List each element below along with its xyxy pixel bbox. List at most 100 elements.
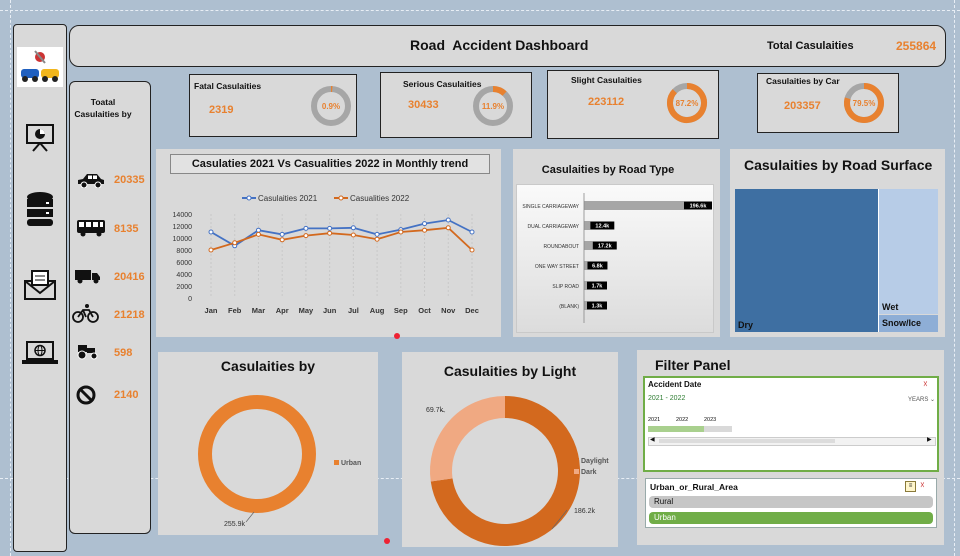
presentation-chart-icon[interactable] xyxy=(24,121,56,158)
x-tick-label: Feb xyxy=(228,306,242,315)
x-tick-label: Jun xyxy=(323,306,337,315)
database-icon[interactable] xyxy=(24,191,56,234)
series-line xyxy=(210,219,473,247)
ring-fill xyxy=(667,83,707,123)
year-label: 2022 xyxy=(676,417,689,423)
treemap-dry[interactable]: Dry xyxy=(735,189,879,332)
treemap-label: Snow/Ice xyxy=(882,318,922,328)
scroll-left-icon[interactable]: ◀ xyxy=(650,437,655,443)
kpi-card-slight: Slight Casulaities 223112 87.2% xyxy=(547,70,719,139)
guide-line xyxy=(10,0,11,556)
timeline-scrollbar[interactable]: ◀ ▶ xyxy=(648,437,936,446)
vehicle-panel-title: Toatal Casulaities by xyxy=(74,97,132,119)
vehicle-value: 8135 xyxy=(114,223,139,235)
data-point xyxy=(303,233,309,239)
x-tick-label: Jan xyxy=(205,306,218,315)
data-label: 255.9k xyxy=(224,521,246,528)
kpi-title: Serious Casulaities xyxy=(403,79,482,89)
mail-icon[interactable] xyxy=(23,269,57,306)
ring-label: 0.9% xyxy=(322,102,340,111)
legend-swatch xyxy=(574,469,579,474)
clear-filter-icon[interactable]: ☓ xyxy=(923,379,928,389)
treemap-label: Dry xyxy=(738,320,754,330)
data-point xyxy=(422,221,428,227)
road-type-chart: Casulaities by Road Type SINGLE CARRIAGE… xyxy=(513,149,720,337)
kpi-card-car: Casulaities by Car 203357 79.5% xyxy=(757,73,899,133)
red-dot xyxy=(394,333,400,339)
data-point xyxy=(327,230,333,236)
kpi-ring: 79.5% xyxy=(844,83,884,123)
x-tick-label: Mar xyxy=(252,306,265,315)
total-value: 255864 xyxy=(896,39,937,53)
vehicle-value: 20416 xyxy=(114,271,145,283)
road-type-plot: SINGLE CARRIAGEWAY 196.6k DUAL CARRIAGEWAY… xyxy=(516,184,714,333)
kpi-title: Fatal Casulaities xyxy=(194,81,262,91)
data-point xyxy=(255,227,261,233)
multi-select-icon[interactable]: ≡ xyxy=(905,481,916,492)
donut-slice xyxy=(430,396,580,546)
y-tick-label: 8000 xyxy=(176,248,192,255)
data-label-box xyxy=(684,201,712,210)
chart-title: Casulaties 2021 Vs Casualities 2022 in M… xyxy=(191,158,469,170)
chart-title: Casulaities by Road Surface xyxy=(744,157,933,173)
data-point xyxy=(327,225,333,231)
data-label-box xyxy=(592,241,617,250)
laptop-globe-icon[interactable] xyxy=(21,339,59,372)
kpi-value: 223112 xyxy=(588,96,625,108)
data-point xyxy=(208,247,214,253)
treemap-label: Wet xyxy=(882,302,899,312)
area-slicer: Urban_or_Rural_Area ≡ ☓ Rural Urban xyxy=(645,478,937,528)
data-label-box xyxy=(587,281,607,290)
date-slicer: Accident Date ☓ 2021 - 2022 YEARS ⌄ 2021… xyxy=(643,376,939,472)
vehicle-row: 2140 xyxy=(70,381,150,409)
treemap-wet[interactable]: Wet xyxy=(879,189,938,314)
time-unit-dropdown[interactable]: YEARS ⌄ xyxy=(908,397,936,403)
vehicle-value: 21218 xyxy=(114,309,145,321)
x-tick-label: Apr xyxy=(276,306,289,315)
car-icon xyxy=(76,172,106,193)
slicer-option-urban[interactable]: Urban xyxy=(649,512,933,524)
kpi-card-fatal: Fatal Casulaities 2319 0.9% xyxy=(189,74,357,137)
data-label-box xyxy=(587,261,608,270)
data-label: 69.7k xyxy=(426,407,444,414)
data-label: 6.8k xyxy=(592,264,604,270)
slicer-title: Urban_or_Rural_Area xyxy=(650,482,738,492)
treemap-snow[interactable]: Snow/Ice xyxy=(879,315,938,332)
light-donut-chart: Casulaities by Light Daylight Dark 186.2k 6… xyxy=(402,352,618,547)
chart-title: Casulaities by xyxy=(220,358,316,374)
y-tick-label: 2000 xyxy=(176,284,192,291)
area-donut-chart: Casulaities by Urban 255.9k xyxy=(158,352,378,535)
car-crash-logo-icon[interactable] xyxy=(17,47,63,87)
slicer-option-rural[interactable]: Rural xyxy=(649,496,933,508)
chart-title-box: Casulaties 2021 Vs Casualities 2022 in M… xyxy=(170,154,490,174)
legend-label: Urban xyxy=(341,460,361,467)
scroll-thumb[interactable] xyxy=(659,439,835,443)
bar xyxy=(584,261,588,270)
kpi-title: Casulaities by Car xyxy=(766,76,840,86)
x-tick-label: Oct xyxy=(418,306,431,315)
date-range: 2021 - 2022 xyxy=(648,395,686,402)
x-tick-label: Jul xyxy=(348,306,359,315)
header-bar: Road Accident Dashboard Total Casulaitie… xyxy=(69,25,946,67)
data-label: 1.7k xyxy=(592,284,604,290)
data-point xyxy=(374,236,380,242)
clear-filter-icon[interactable]: ☓ xyxy=(920,480,925,490)
data-point xyxy=(350,232,356,238)
bar xyxy=(584,221,591,230)
y-tick-label: 14000 xyxy=(173,212,193,219)
other-icon xyxy=(75,384,97,411)
timeline-selection[interactable] xyxy=(648,426,704,432)
sidebar xyxy=(13,24,67,552)
category-label: ROUNDABOUT xyxy=(543,244,579,250)
slicer-title: Accident Date xyxy=(648,380,702,389)
y-tick-label: 10000 xyxy=(173,236,193,243)
y-tick-label: 6000 xyxy=(176,260,192,267)
bar xyxy=(584,241,593,250)
data-point xyxy=(232,240,238,246)
area-donut-svg: Urban 255.9k xyxy=(198,395,361,528)
scroll-right-icon[interactable]: ▶ xyxy=(927,437,932,443)
data-label: 186.2k xyxy=(574,508,596,515)
x-tick-label: Dec xyxy=(465,306,479,315)
vehicle-row: 20416 xyxy=(70,263,150,291)
data-label: 17.2k xyxy=(598,244,613,250)
